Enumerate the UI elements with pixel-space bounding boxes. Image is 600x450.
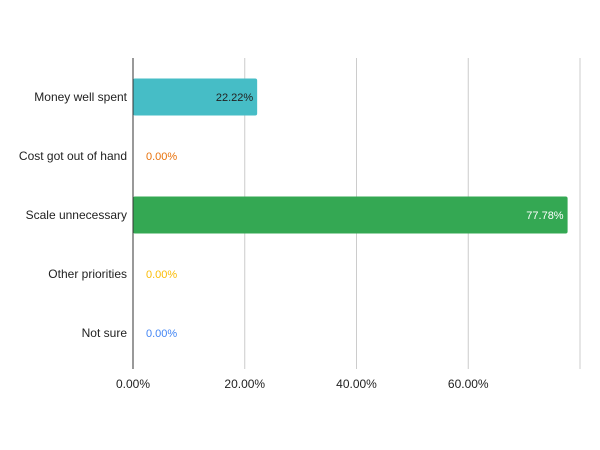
x-tick-label-2: 40.00% — [336, 377, 377, 391]
data-label-4: 0.00% — [146, 328, 177, 340]
data-labels: 22.22% 0.00% 77.78% 0.00% 0.00% — [146, 92, 564, 340]
x-tick-label-3: 60.00% — [448, 377, 489, 391]
category-label-4: Not sure — [82, 326, 128, 340]
bar-2 — [133, 196, 568, 234]
category-label-2: Scale unnecessary — [26, 208, 127, 222]
data-label-0: 22.22% — [216, 92, 254, 104]
x-tick-label-1: 20.00% — [224, 377, 265, 391]
bar-0 — [133, 78, 258, 116]
x-axis-tick-labels: 0.00% 20.00% 40.00% 60.00% — [116, 377, 489, 391]
data-label-2: 77.78% — [526, 210, 564, 222]
data-label-3: 0.00% — [146, 269, 177, 281]
x-tick-label-0: 0.00% — [116, 377, 150, 391]
category-label-1: Cost got out of hand — [19, 149, 127, 163]
bars — [133, 78, 568, 234]
category-label-3: Other priorities — [48, 267, 127, 281]
category-label-0: Money well spent — [34, 90, 127, 104]
data-label-1: 0.00% — [146, 151, 177, 163]
category-labels: Money well spent Cost got out of hand Scal… — [19, 90, 128, 340]
